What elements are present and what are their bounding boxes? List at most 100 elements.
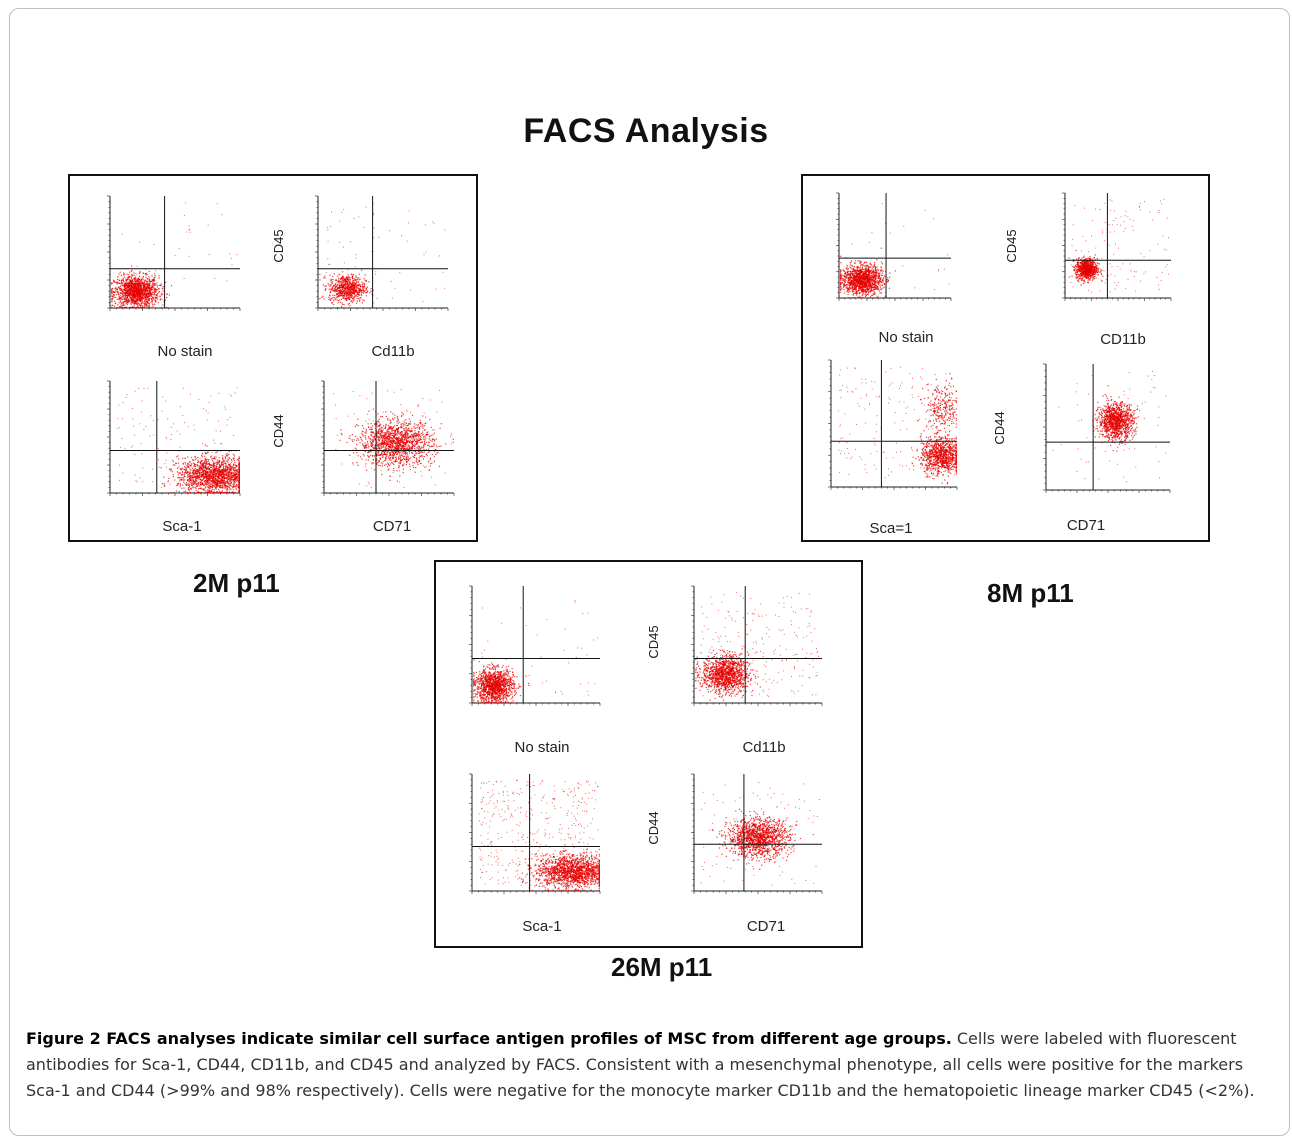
event-dot (161, 293, 164, 295)
event-dot (404, 446, 406, 448)
event-dot (135, 295, 137, 297)
event-dot (373, 462, 375, 464)
event-dot (122, 293, 124, 295)
event-dot (143, 293, 145, 295)
event-dot (210, 483, 213, 485)
event-dot (130, 270, 132, 272)
event-dot (142, 281, 144, 283)
event-dot (226, 474, 228, 476)
event-dot (222, 477, 224, 479)
event-dot (349, 292, 351, 295)
event-dot (323, 298, 325, 300)
event-dot (367, 459, 369, 461)
event-dot (130, 291, 132, 293)
event-dot (373, 439, 375, 441)
event-dot (133, 278, 135, 280)
event-dot (162, 286, 164, 288)
event-dot (421, 446, 423, 448)
event-dot (126, 282, 129, 284)
event-dot (401, 459, 403, 462)
event-dot (191, 472, 193, 474)
event-dot (332, 289, 334, 291)
event-dot (136, 306, 138, 309)
event-dot (130, 295, 132, 297)
event-dot (367, 452, 369, 454)
event-dot (123, 292, 125, 294)
event-dot (215, 488, 217, 490)
event-dot (152, 298, 155, 300)
event-dot (358, 300, 361, 302)
event-dot (401, 453, 403, 455)
event-dot (141, 295, 143, 297)
event-dot (421, 439, 423, 441)
event-dot (327, 240, 329, 242)
event-dot (159, 299, 161, 301)
event-dot (228, 485, 230, 487)
event-dot (147, 305, 150, 307)
event-dot (196, 476, 199, 478)
event-dot (142, 306, 144, 309)
event-dot (135, 298, 137, 300)
event-dot (194, 456, 196, 459)
event-dot (365, 206, 367, 208)
event-dot (399, 458, 402, 460)
event-dot (213, 476, 215, 478)
event-dot (333, 273, 335, 275)
event-dot (347, 292, 349, 294)
event-dot (210, 466, 212, 468)
event-dot (179, 478, 181, 480)
event-dot (370, 443, 372, 445)
event-dot (220, 486, 222, 489)
event-dot (214, 470, 216, 472)
event-dot (117, 428, 119, 430)
event-dot (332, 303, 335, 306)
event-dot (402, 468, 404, 470)
event-dot (389, 425, 391, 427)
event-dot (360, 297, 362, 299)
event-dot (154, 291, 156, 293)
event-dot (390, 432, 392, 435)
event-dot (135, 293, 137, 295)
event-dot (111, 292, 113, 294)
event-dot (204, 476, 207, 478)
event-dot (213, 461, 215, 463)
event-dot (143, 306, 146, 309)
event-dot (232, 483, 234, 485)
event-dot (373, 447, 375, 449)
event-dot (429, 465, 431, 467)
event-dot (187, 475, 189, 477)
event-dot (134, 434, 136, 436)
event-dot (354, 278, 356, 281)
event-dot (120, 288, 122, 290)
event-dot (186, 472, 188, 474)
event-dot (233, 474, 235, 476)
event-dot (170, 470, 172, 472)
event-dot (131, 306, 133, 309)
event-dot (189, 477, 191, 479)
event-dot (324, 277, 326, 279)
event-dot (184, 475, 186, 477)
event-dot (354, 296, 356, 298)
event-dot (356, 290, 358, 292)
event-dot (189, 473, 191, 475)
event-dot (127, 300, 129, 302)
event-dot (121, 233, 123, 235)
event-dot (197, 456, 199, 458)
event-dot (177, 455, 179, 457)
plot-sca-1: Sca-1 (107, 380, 241, 535)
event-dot (235, 476, 237, 478)
event-dot (140, 280, 142, 282)
event-dot (142, 287, 144, 289)
event-dot (160, 284, 162, 286)
plot-no-stain: No stain (107, 195, 241, 360)
event-dot (409, 441, 411, 444)
event-dot (432, 445, 434, 447)
event-dot (140, 287, 143, 289)
event-dot (227, 481, 229, 483)
event-dot (355, 254, 357, 256)
event-dot (415, 460, 417, 462)
event-dot (220, 473, 222, 475)
event-dot (145, 295, 147, 297)
event-dot (335, 294, 337, 296)
